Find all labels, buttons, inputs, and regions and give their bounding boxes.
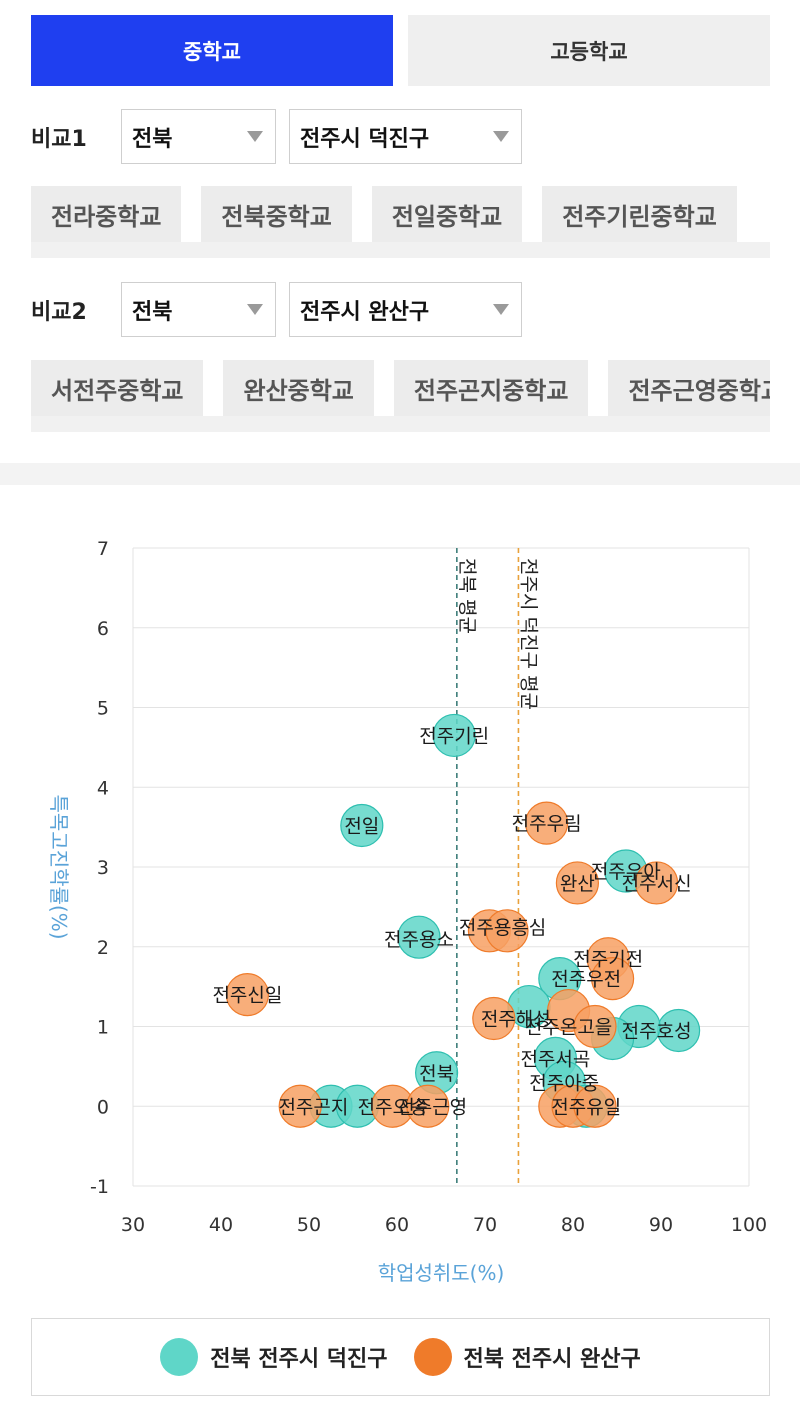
compare2-label: 비교2 — [31, 299, 87, 325]
y-tick-label: 5 — [97, 698, 109, 720]
school-chip[interactable]: 전일중학교 — [371, 186, 523, 242]
y-axis-title: 특목고진학률(%) — [47, 794, 71, 939]
x-axis-title: 학업성취도(%) — [378, 1261, 505, 1285]
data-label: 전주온고을 — [525, 1017, 612, 1039]
data-label: 전주서신 — [622, 873, 692, 895]
data-label: 전주용흥심 — [459, 917, 546, 939]
y-tick-label: 1 — [97, 1017, 109, 1039]
reference-line-label: 전북 평균 — [456, 558, 478, 634]
legend-label: 전북 전주시 완산구 — [463, 1347, 641, 1372]
y-tick-label: 0 — [97, 1096, 109, 1118]
chevron-down-icon — [493, 131, 509, 142]
data-label: 전주해성 — [481, 1009, 551, 1031]
school-chip[interactable]: 전라중학교 — [31, 186, 182, 242]
section-divider — [0, 463, 800, 485]
data-point — [225, 973, 269, 1017]
data-point — [524, 801, 569, 845]
data-point — [634, 861, 679, 905]
school-chip[interactable]: 전북중학교 — [201, 186, 352, 242]
data-point — [406, 1084, 450, 1128]
school-chip[interactable]: 전주근영중학교 — [608, 360, 770, 416]
x-tick-label: 100 — [731, 1214, 767, 1236]
tab-middle-school[interactable]: 중학교 — [31, 15, 393, 86]
y-tick-label: 2 — [97, 937, 109, 959]
compare2-school-chips[interactable]: 서전주중학교 완산중학교 전주곤지중학교 전주근영중학교 — [31, 360, 770, 432]
data-point — [340, 803, 384, 848]
data-label: 전주유일 — [551, 1096, 621, 1118]
data-label: 전주오송 — [358, 1096, 428, 1118]
data-label: 전주아중 — [529, 1072, 599, 1094]
y-tick-label: -1 — [90, 1176, 109, 1198]
data-label: 전주우림 — [512, 813, 582, 835]
data-point — [573, 1004, 617, 1049]
compare1-label: 비교1 — [31, 126, 87, 152]
compare1-region-select[interactable]: 전북 — [121, 109, 276, 164]
data-label: 전주기전 — [573, 949, 643, 971]
legend-item-series2[interactable]: 전북 전주시 완산구 — [413, 1338, 641, 1376]
x-tick-label: 50 — [297, 1214, 321, 1236]
data-point — [555, 861, 600, 905]
data-point — [472, 996, 516, 1041]
reference-line-label: 전주시 덕진구 평균 — [517, 558, 539, 710]
tab-high-school[interactable]: 고등학교 — [408, 15, 770, 86]
y-tick-label: 3 — [97, 857, 109, 879]
x-tick-label: 70 — [473, 1214, 497, 1236]
chevron-down-icon — [247, 131, 263, 142]
y-tick-label: 4 — [97, 777, 109, 799]
data-label: 전주용소 — [384, 929, 454, 951]
x-tick-label: 60 — [385, 1214, 409, 1236]
data-label: 전주기린 — [419, 725, 489, 747]
legend-label: 전북 전주시 덕진구 — [210, 1347, 388, 1372]
y-tick-label: 6 — [97, 618, 109, 640]
school-level-tabs: 중학교 고등학교 — [31, 15, 770, 86]
school-chip[interactable]: 전주기린중학교 — [542, 186, 737, 242]
data-label: 전주우아 — [591, 861, 661, 883]
data-label: 전주우전 — [551, 969, 621, 991]
compare1-row: 비교1 전북 전주시 덕진구 — [31, 109, 535, 164]
x-tick-label: 40 — [209, 1214, 233, 1236]
data-point — [590, 957, 635, 1001]
compare2-row: 비교2 전북 전주시 완산구 — [31, 282, 535, 337]
legend-marker-icon — [413, 1338, 452, 1376]
x-tick-label: 80 — [561, 1214, 585, 1236]
compare2-district-value: 전주시 완산구 — [300, 299, 430, 325]
data-point — [278, 1084, 322, 1128]
data-label: 전주근영 — [397, 1096, 467, 1118]
compare1-region-value: 전북 — [132, 126, 173, 152]
data-label: 전북 — [419, 1063, 454, 1085]
compare1-school-chips[interactable]: 전라중학교 전북중학교 전일중학교 전주기린중학교 — [31, 186, 770, 258]
data-label: 전주호성 — [622, 1020, 692, 1042]
data-label: 완산 — [560, 873, 595, 895]
compare2-region-select[interactable]: 전북 — [121, 282, 276, 337]
compare1-district-select[interactable]: 전주시 덕진구 — [289, 109, 522, 164]
school-chip[interactable]: 완산중학교 — [223, 360, 374, 416]
x-tick-label: 30 — [121, 1214, 145, 1236]
data-label: 전주서곡 — [520, 1048, 590, 1070]
chevron-down-icon — [247, 304, 263, 315]
school-chip[interactable]: 서전주중학교 — [31, 360, 204, 416]
data-label: 전일 — [344, 816, 379, 838]
compare1-district-value: 전주시 덕진구 — [300, 126, 430, 152]
compare2-district-select[interactable]: 전주시 완산구 — [289, 282, 522, 337]
x-tick-label: 90 — [649, 1214, 673, 1236]
chart-legend: 전북 전주시 덕진구 전북 전주시 완산구 — [31, 1318, 770, 1396]
chevron-down-icon — [493, 304, 509, 315]
legend-marker-icon — [160, 1338, 199, 1376]
data-label: 전주곤지 — [278, 1096, 348, 1118]
y-tick-label: 7 — [97, 538, 109, 560]
data-point — [485, 909, 529, 953]
data-label: 전주신일 — [212, 985, 282, 1007]
compare2-region-value: 전북 — [132, 299, 173, 325]
data-point — [432, 713, 476, 758]
data-point — [573, 1084, 617, 1128]
school-chip[interactable]: 전주곤지중학교 — [393, 360, 589, 416]
legend-item-series1[interactable]: 전북 전주시 덕진구 — [160, 1338, 388, 1376]
data-point — [397, 915, 441, 959]
